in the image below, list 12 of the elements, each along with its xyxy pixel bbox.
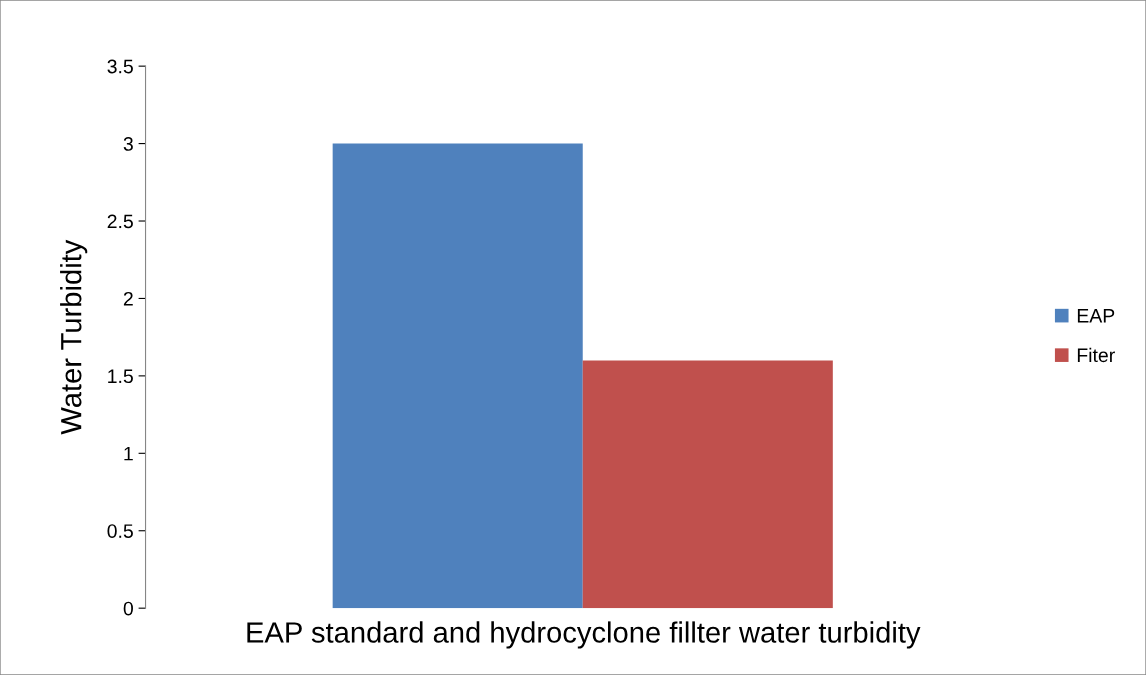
y-tick-label: 0.5	[107, 524, 133, 538]
y-tick-label: 3	[123, 137, 133, 151]
legend-label: EAP	[1077, 309, 1115, 323]
y-tick-label: 2.5	[107, 214, 133, 229]
y-tick-label: 2	[123, 291, 133, 306]
y-tick-label: 1.5	[108, 369, 133, 384]
y-tick-label: 0	[123, 601, 133, 616]
x-axis-title: EAP standard and hydrocyclone fillter water turbidity	[247, 621, 921, 649]
legend-label: Fiter	[1077, 347, 1115, 363]
y-tick-label: 1	[124, 446, 133, 461]
y-axis-title: Water Turbidity	[60, 239, 88, 435]
y-tick-label: 3.5	[107, 59, 133, 74]
